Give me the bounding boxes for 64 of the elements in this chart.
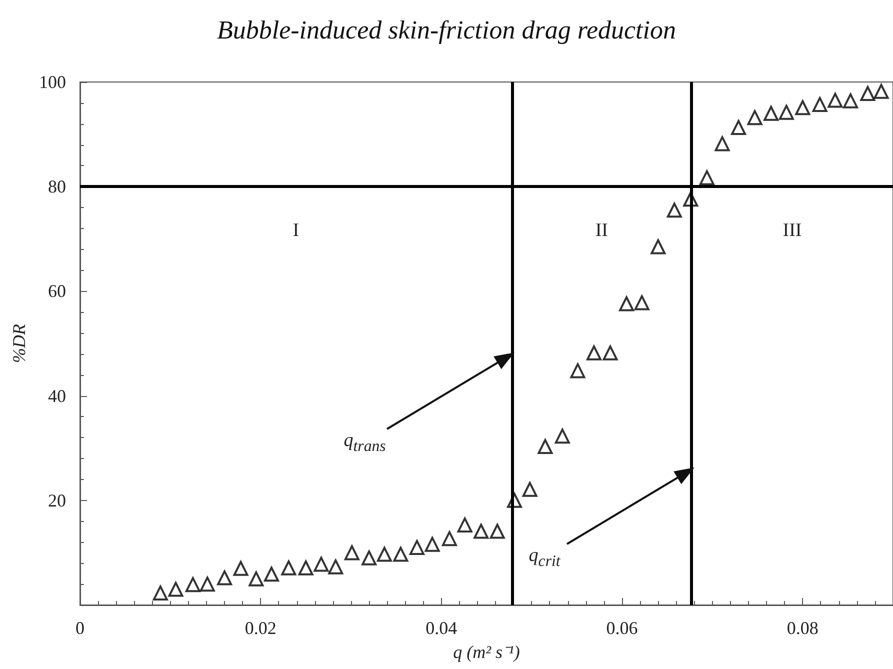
point	[490, 524, 505, 539]
point	[812, 96, 828, 112]
point	[666, 202, 682, 218]
x-tick-label: 0.04	[426, 618, 458, 638]
point	[281, 560, 296, 576]
point	[424, 536, 440, 552]
point	[328, 559, 344, 574]
point	[874, 84, 889, 99]
x-tick-label: 0	[76, 618, 84, 638]
point	[200, 576, 215, 592]
point	[731, 120, 746, 135]
x-axis-title: q (m² s⁻¹)	[453, 642, 520, 662]
annotation: III	[782, 220, 802, 242]
point	[314, 556, 329, 572]
y-axis-title: %DR	[9, 324, 30, 363]
annotation: II	[595, 220, 608, 242]
point	[344, 545, 360, 560]
point	[185, 577, 200, 592]
point	[474, 524, 489, 539]
point	[764, 106, 779, 121]
point	[747, 110, 762, 126]
point	[233, 560, 248, 576]
annotation: q$_{trans}$	[344, 430, 386, 456]
point	[843, 93, 858, 108]
point	[650, 239, 666, 254]
point	[683, 192, 698, 207]
annotation: q$_{crit}$	[528, 545, 560, 571]
x-tick-label: 0.06	[606, 618, 638, 638]
point	[152, 585, 168, 600]
point	[778, 104, 794, 120]
x-tick-label: 0.02	[244, 618, 276, 638]
point	[828, 92, 843, 108]
point	[795, 100, 810, 116]
y-tick-label: 40	[48, 386, 66, 406]
point	[376, 546, 392, 562]
point	[168, 582, 184, 597]
point	[298, 560, 314, 576]
point	[264, 566, 280, 582]
x-tick-label: 0.08	[786, 618, 818, 638]
y-tick-label: 80	[48, 176, 66, 197]
y-tick-label: 20	[48, 490, 66, 510]
point	[860, 86, 876, 102]
point	[362, 550, 377, 566]
point	[393, 546, 408, 562]
y-tick-label: 60	[48, 281, 66, 302]
point	[522, 482, 538, 497]
point	[217, 570, 232, 586]
point	[570, 363, 586, 378]
point	[634, 295, 650, 310]
point	[586, 345, 602, 360]
point	[619, 296, 634, 312]
point	[602, 345, 618, 360]
point	[538, 439, 553, 454]
point	[248, 571, 264, 586]
point	[714, 136, 730, 152]
point	[442, 531, 457, 546]
point	[507, 492, 522, 508]
point	[699, 170, 714, 186]
chart-title: Bubble-induced skin-friction drag reduction	[217, 16, 676, 44]
point	[554, 428, 570, 444]
annotation: I	[292, 220, 300, 242]
point	[409, 540, 424, 555]
y-tick-label: 100	[39, 72, 66, 92]
point	[457, 517, 472, 532]
